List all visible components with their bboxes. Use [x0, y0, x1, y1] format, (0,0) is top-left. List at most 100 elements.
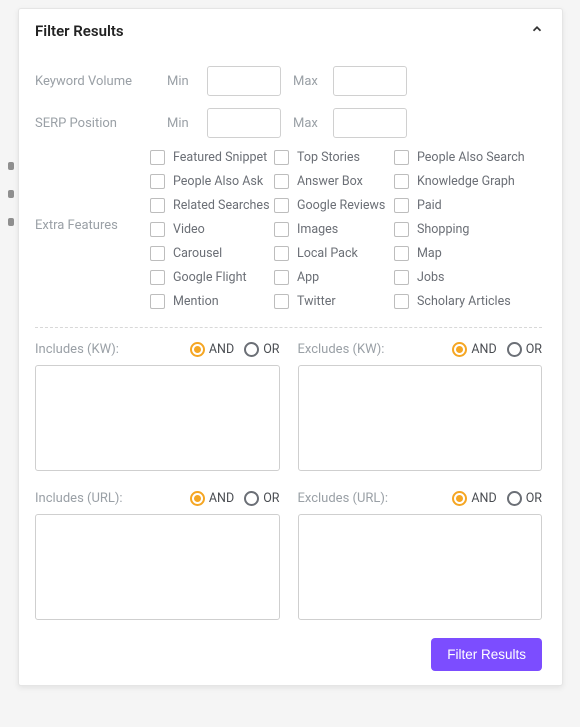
checkbox-icon[interactable] — [274, 222, 289, 237]
feature-checkbox[interactable]: App — [274, 270, 394, 285]
checkbox-icon[interactable] — [394, 174, 409, 189]
serp-position-label: SERP Position — [35, 116, 167, 131]
panel-body: Keyword Volume Min Max SERP Position Min… — [19, 48, 562, 685]
checkbox-icon[interactable] — [274, 294, 289, 309]
feature-label: Local Pack — [297, 246, 358, 261]
includes-kw-or-radio[interactable]: OR — [244, 342, 279, 357]
feature-checkbox[interactable]: Jobs — [394, 270, 542, 285]
feature-checkbox[interactable]: Knowledge Graph — [394, 174, 542, 189]
panel-header: Filter Results — [19, 9, 562, 48]
checkbox-icon[interactable] — [274, 198, 289, 213]
filter-panel: Filter Results Keyword Volume Min Max SE… — [18, 8, 563, 686]
includes-url-label: Includes (URL): — [35, 491, 123, 506]
excludes-kw-textarea[interactable] — [298, 365, 543, 471]
sp-max-label: Max — [293, 116, 321, 131]
includes-kw-label: Includes (KW): — [35, 342, 119, 357]
feature-label: Twitter — [297, 294, 336, 309]
checkbox-icon[interactable] — [274, 150, 289, 165]
feature-checkbox[interactable]: Mention — [150, 294, 274, 309]
includes-url-textarea[interactable] — [35, 514, 280, 620]
excludes-url-label: Excludes (URL): — [298, 491, 389, 506]
checkbox-icon[interactable] — [394, 294, 409, 309]
feature-label: Answer Box — [297, 174, 363, 189]
checkbox-icon[interactable] — [274, 246, 289, 261]
checkbox-icon[interactable] — [150, 270, 165, 285]
feature-label: People Also Search — [417, 150, 525, 165]
feature-checkbox[interactable]: Twitter — [274, 294, 394, 309]
includes-kw-and-radio[interactable]: AND — [190, 342, 234, 357]
feature-checkbox[interactable]: Google Flight — [150, 270, 274, 285]
panel-title: Filter Results — [35, 22, 124, 40]
feature-checkbox[interactable]: Map — [394, 246, 542, 261]
checkbox-icon[interactable] — [150, 174, 165, 189]
feature-label: Featured Snippet — [173, 150, 267, 165]
serp-position-row: SERP Position Min Max — [35, 108, 542, 138]
feature-label: Shopping — [417, 222, 469, 237]
feature-label: Scholary Articles — [417, 294, 511, 309]
checkbox-icon[interactable] — [150, 150, 165, 165]
checkbox-icon[interactable] — [394, 246, 409, 261]
kv-min-input[interactable] — [207, 66, 281, 96]
excludes-url-and-radio[interactable]: AND — [452, 491, 496, 506]
feature-checkbox[interactable]: Answer Box — [274, 174, 394, 189]
includes-url-or-radio[interactable]: OR — [244, 491, 279, 506]
feature-checkbox[interactable]: People Also Search — [394, 150, 542, 165]
excludes-kw-block: Excludes (KW): AND OR — [298, 342, 543, 475]
checkbox-icon[interactable] — [394, 150, 409, 165]
excludes-kw-label: Excludes (KW): — [298, 342, 385, 357]
checkbox-icon[interactable] — [150, 198, 165, 213]
sp-max-input[interactable] — [333, 108, 407, 138]
feature-label: Top Stories — [297, 150, 360, 165]
feature-label: People Also Ask — [173, 174, 263, 189]
feature-checkbox[interactable]: Carousel — [150, 246, 274, 261]
feature-checkbox[interactable]: Images — [274, 222, 394, 237]
excludes-url-or-radio[interactable]: OR — [507, 491, 542, 506]
kv-max-input[interactable] — [333, 66, 407, 96]
sp-min-input[interactable] — [207, 108, 281, 138]
feature-label: Paid — [417, 198, 442, 213]
feature-checkbox[interactable]: Shopping — [394, 222, 542, 237]
kv-min-label: Min — [167, 74, 195, 89]
feature-checkbox[interactable]: Google Reviews — [274, 198, 394, 213]
checkbox-icon[interactable] — [150, 246, 165, 261]
feature-checkbox[interactable]: Paid — [394, 198, 542, 213]
feature-label: Related Searches — [173, 198, 270, 213]
checkbox-icon[interactable] — [394, 270, 409, 285]
feature-label: Jobs — [417, 270, 445, 285]
checkbox-icon[interactable] — [150, 294, 165, 309]
feature-checkbox[interactable]: Top Stories — [274, 150, 394, 165]
feature-label: Video — [173, 222, 205, 237]
includes-url-and-radio[interactable]: AND — [190, 491, 234, 506]
excludes-kw-radios: AND OR — [452, 342, 542, 357]
divider — [35, 327, 542, 328]
extra-features-row: Extra Features Featured SnippetTop Stori… — [35, 150, 542, 309]
feature-checkbox[interactable]: Related Searches — [150, 198, 274, 213]
includes-kw-radios: AND OR — [190, 342, 280, 357]
feature-label: Knowledge Graph — [417, 174, 515, 189]
feature-label: Images — [297, 222, 338, 237]
includes-url-block: Includes (URL): AND OR — [35, 491, 280, 624]
includes-url-radios: AND OR — [190, 491, 280, 506]
checkbox-icon[interactable] — [394, 222, 409, 237]
collapse-icon[interactable] — [530, 21, 544, 40]
feature-label: App — [297, 270, 319, 285]
filter-results-button[interactable]: Filter Results — [431, 638, 542, 671]
checkbox-icon[interactable] — [394, 198, 409, 213]
excludes-url-textarea[interactable] — [298, 514, 543, 620]
feature-checkbox[interactable]: People Also Ask — [150, 174, 274, 189]
excludes-kw-and-radio[interactable]: AND — [452, 342, 496, 357]
feature-checkbox[interactable]: Scholary Articles — [394, 294, 542, 309]
feature-label: Map — [417, 246, 442, 261]
kv-max-label: Max — [293, 74, 321, 89]
feature-label: Google Reviews — [297, 198, 385, 213]
excludes-kw-or-radio[interactable]: OR — [507, 342, 542, 357]
excludes-url-radios: AND OR — [452, 491, 542, 506]
checkbox-icon[interactable] — [150, 222, 165, 237]
feature-checkbox[interactable]: Local Pack — [274, 246, 394, 261]
includes-kw-block: Includes (KW): AND OR — [35, 342, 280, 475]
feature-checkbox[interactable]: Featured Snippet — [150, 150, 274, 165]
feature-checkbox[interactable]: Video — [150, 222, 274, 237]
checkbox-icon[interactable] — [274, 174, 289, 189]
checkbox-icon[interactable] — [274, 270, 289, 285]
includes-kw-textarea[interactable] — [35, 365, 280, 471]
